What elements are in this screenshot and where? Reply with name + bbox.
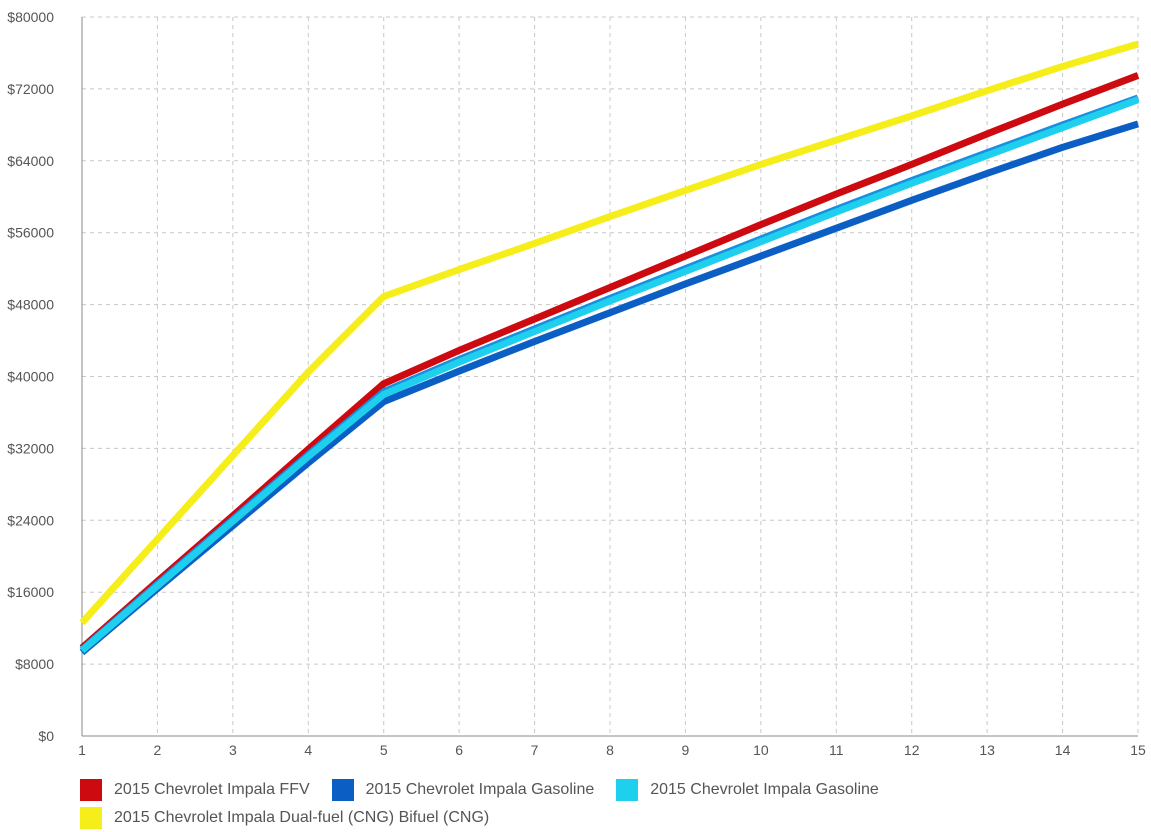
y-tick-label: $56000 [7, 225, 54, 241]
x-tick-label: 15 [1130, 742, 1146, 758]
legend-row-1: 2015 Chevrolet Impala FFV 2015 Chevrolet… [80, 776, 1140, 804]
y-tick-label: $24000 [7, 512, 54, 528]
legend-swatch-gasoline-cyan [616, 779, 639, 801]
x-tick-label: 1 [78, 742, 86, 758]
y-tick-label: $16000 [7, 584, 54, 600]
y-tick-label: $80000 [7, 9, 54, 25]
legend-swatch-gasoline-blue [331, 779, 354, 801]
x-tick-label: 8 [606, 742, 614, 758]
x-tick-label: 6 [455, 742, 463, 758]
y-axis-tick-labels: $0 $8000 $16000 $24000 $32000 $40000 $48000 $56… [7, 9, 54, 744]
x-axis-tick-labels: 1 2 3 4 5 6 7 8 9 10 11 12 13 14 15 [78, 742, 1146, 758]
axes [81, 17, 1138, 737]
line-chart: $0 $8000 $16000 $24000 $32000 $40000 $48000 $56… [7, 9, 1146, 758]
legend-label-gasoline-blue: 2015 Chevrolet Impala Gasoline [365, 781, 595, 798]
legend: 2015 Chevrolet Impala FFV 2015 Chevrolet… [80, 776, 1140, 832]
y-tick-label: $40000 [7, 369, 54, 385]
y-tick-label: $72000 [7, 81, 54, 97]
x-tick-label: 11 [829, 742, 844, 758]
y-tick-label: $8000 [15, 656, 54, 672]
x-tick-label: 10 [753, 742, 769, 758]
legend-item-cng: 2015 Chevrolet Impala Dual-fuel (CNG) Bi… [80, 807, 489, 829]
y-tick-label: $0 [38, 728, 54, 744]
y-tick-label: $32000 [7, 440, 54, 456]
legend-swatch-ffv [80, 779, 102, 801]
legend-row-2: 2015 Chevrolet Impala Dual-fuel (CNG) Bi… [80, 804, 1140, 832]
legend-swatch-cng [80, 807, 102, 829]
x-tick-label: 2 [154, 742, 162, 758]
x-tick-label: 4 [304, 742, 312, 758]
legend-item-gasoline-cyan: 2015 Chevrolet Impala Gasoline [616, 779, 879, 801]
legend-item-ffv: 2015 Chevrolet Impala FFV [80, 779, 310, 801]
x-tick-label: 13 [979, 742, 995, 758]
legend-label-gasoline-cyan: 2015 Chevrolet Impala Gasoline [650, 781, 879, 798]
legend-item-gasoline-blue: 2015 Chevrolet Impala Gasoline [331, 779, 595, 801]
series-lines [79, 40, 1140, 656]
series-line-3 [79, 120, 1140, 656]
legend-label-ffv: 2015 Chevrolet Impala FFV [114, 781, 310, 798]
grid-lines [81, 16, 1139, 737]
series-line-4 [79, 96, 1140, 654]
x-tick-label: 3 [229, 742, 237, 758]
series-line-0 [79, 40, 1139, 626]
x-tick-label: 12 [904, 742, 920, 758]
legend-label-cng: 2015 Chevrolet Impala Dual-fuel (CNG) Bi… [114, 809, 490, 826]
x-tick-label: 5 [380, 742, 388, 758]
y-tick-label: $64000 [7, 153, 54, 169]
y-tick-label: $48000 [7, 297, 54, 313]
x-tick-label: 14 [1055, 742, 1071, 758]
x-tick-label: 7 [531, 742, 539, 758]
x-tick-label: 9 [682, 742, 690, 758]
